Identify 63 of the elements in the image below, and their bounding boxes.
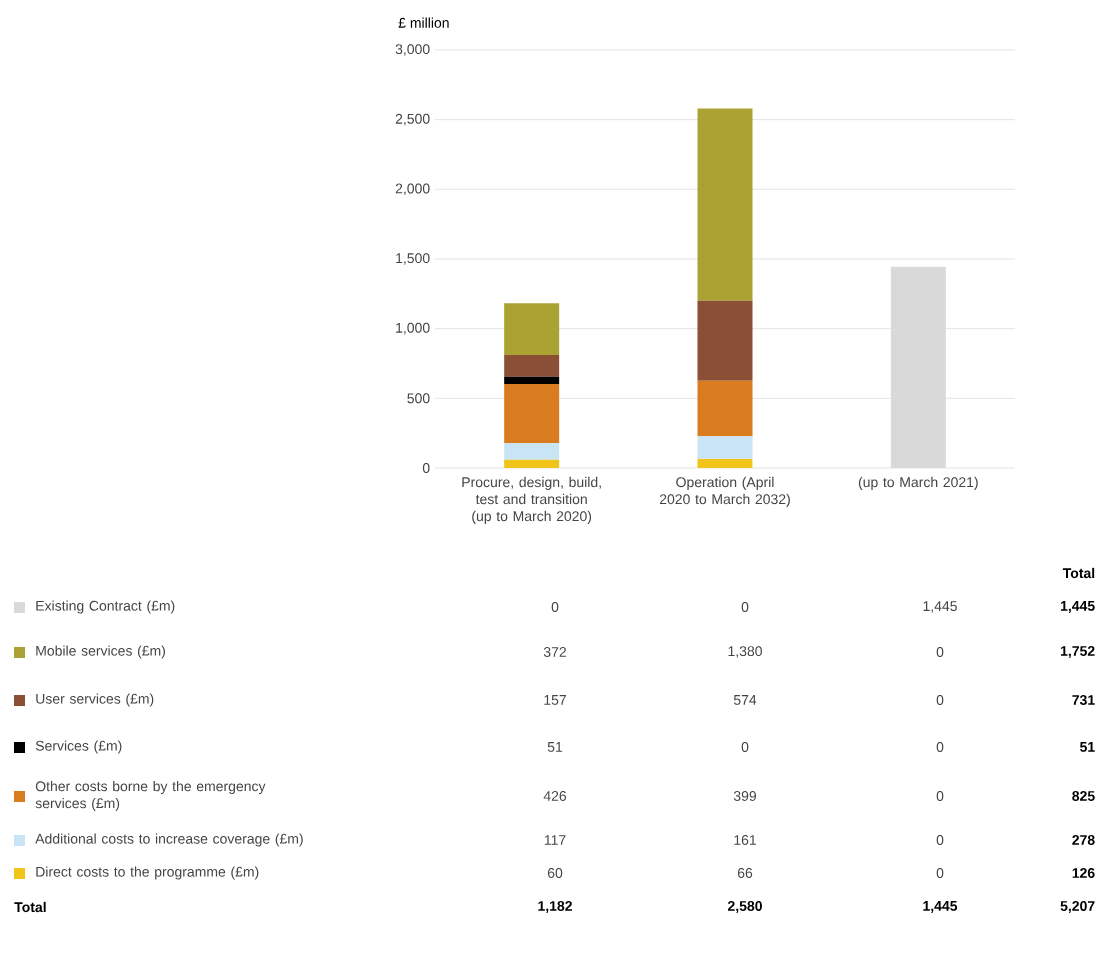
y-axis-title: £ million <box>398 17 449 28</box>
x-tick-label: Operation (April 2020 to March 2032) <box>659 476 790 507</box>
data-label: 161 <box>734 835 756 845</box>
y-tick-label: 3,000 <box>395 44 430 56</box>
bar <box>697 458 753 468</box>
text: 1,182 <box>538 901 572 913</box>
data-label: 0 <box>741 602 749 612</box>
data-label: 117 <box>544 835 566 845</box>
data-label: 51 <box>547 742 563 752</box>
text: 2,580 <box>727 901 762 913</box>
bar <box>697 436 753 459</box>
y-tick-label: 1,500 <box>396 253 430 265</box>
y-tick-label: 1,000 <box>396 322 430 335</box>
text: 126 <box>1072 868 1095 878</box>
bar <box>504 303 560 355</box>
data-label: 60 <box>547 868 563 878</box>
text: Total <box>1062 567 1095 579</box>
data-label: 1,445 <box>923 601 957 613</box>
data-label: 0 <box>936 647 944 657</box>
bar <box>697 380 753 437</box>
bar <box>697 300 753 381</box>
data-label: 157 <box>544 695 566 705</box>
data-label: 0 <box>936 695 944 705</box>
data-label: 0 <box>551 602 559 612</box>
x-tick-label: (up to March 2021) <box>858 476 978 490</box>
data-label: 1,380 <box>728 646 762 658</box>
data-label: 372 <box>543 647 566 657</box>
text: 731 <box>1072 695 1095 705</box>
bar <box>504 443 560 460</box>
data-label: 0 <box>936 791 944 801</box>
text: 51 <box>1079 742 1095 752</box>
data-label: 0 <box>936 868 944 878</box>
text: Total <box>14 901 46 913</box>
text: 5,207 <box>1060 901 1095 913</box>
text: 1,752 <box>1060 646 1095 658</box>
data-label: 574 <box>733 695 757 705</box>
y-tick-label: 0 <box>422 463 430 473</box>
bar <box>504 459 560 468</box>
data-label: 399 <box>733 791 757 801</box>
legend-label: Existing Contract (£m) <box>36 600 175 614</box>
y-tick-label: 2,500 <box>395 113 430 126</box>
bar <box>697 108 753 301</box>
bar <box>504 383 560 444</box>
data-label: 0 <box>936 835 944 845</box>
legend-label: Services (£m) <box>35 740 122 754</box>
y-tick-label: 2,000 <box>395 183 430 196</box>
legend-label: Direct costs to the programme (£m) <box>36 866 259 880</box>
bar <box>504 376 560 384</box>
legend-label: Mobile services (£m) <box>36 645 165 659</box>
text: 1,445 <box>923 901 958 913</box>
legend-label: Additional costs to increase coverage (£m) <box>35 833 303 847</box>
legend-label: Other costs borne by the emergency services (£m) <box>35 780 266 812</box>
data-label: 426 <box>543 791 567 801</box>
data-label: 0 <box>741 742 749 752</box>
text: 278 <box>1072 835 1095 845</box>
data-label: 66 <box>737 868 753 878</box>
data-label: 0 <box>936 742 944 752</box>
bar <box>504 354 560 377</box>
y-tick-label: 500 <box>407 393 430 404</box>
x-tick-label: Procure, design, build, test and transition (up to March 2020) <box>462 476 601 524</box>
text: 1,445 <box>1060 601 1095 613</box>
legend-label: User services (£m) <box>36 693 154 707</box>
text: 825 <box>1072 791 1095 801</box>
